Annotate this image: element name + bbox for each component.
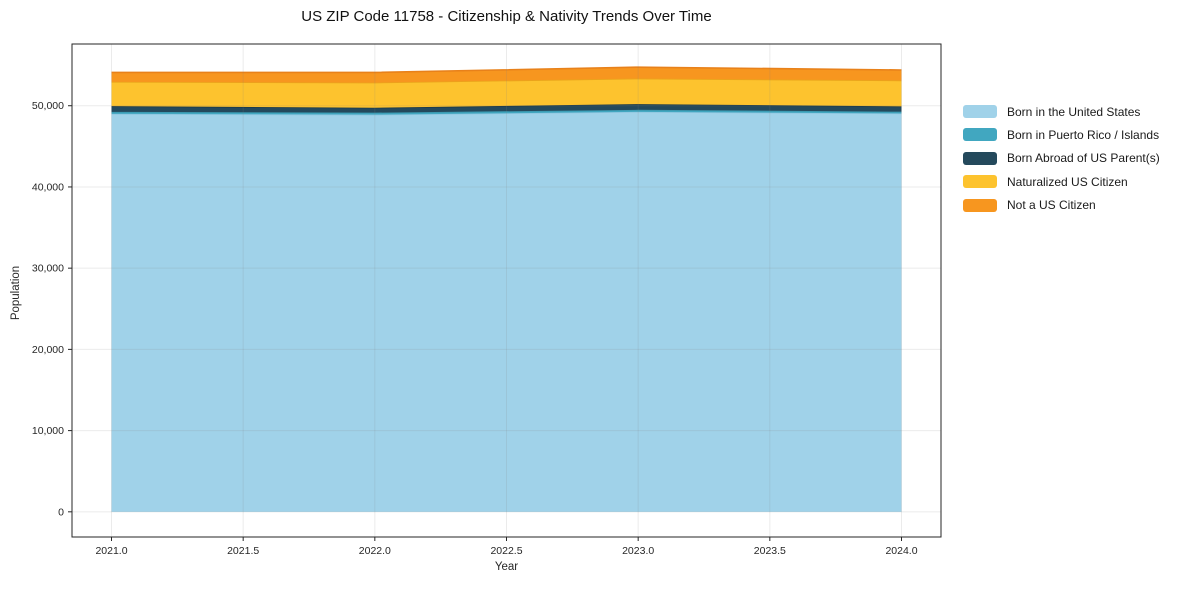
x-axis-label: Year — [494, 561, 519, 573]
svg-text:50,000: 50,000 — [32, 100, 64, 112]
svg-text:2022.0: 2022.0 — [359, 545, 391, 557]
svg-text:2022.5: 2022.5 — [490, 545, 522, 557]
legend-item: Born in Puerto Rico / Islands — [963, 127, 1160, 142]
svg-text:10,000: 10,000 — [32, 425, 64, 437]
svg-text:2021.5: 2021.5 — [227, 545, 259, 557]
legend-label: Born in Puerto Rico / Islands — [1007, 127, 1160, 142]
legend-swatch — [963, 151, 997, 165]
legend-label: Born in the United States — [1007, 104, 1141, 119]
svg-text:20,000: 20,000 — [32, 344, 64, 356]
legend-item: Naturalized US Citizen — [963, 174, 1160, 189]
legend: Born in the United States Born in Puerto … — [963, 105, 1160, 222]
svg-text:30,000: 30,000 — [32, 263, 64, 275]
svg-text:2024.0: 2024.0 — [885, 545, 917, 557]
svg-text:40,000: 40,000 — [32, 181, 64, 193]
legend-swatch — [963, 128, 997, 142]
legend-label: Born Abroad of US Parent(s) — [1007, 151, 1160, 166]
legend-item: Born Abroad of US Parent(s) — [963, 151, 1160, 166]
legend-label: Naturalized US Citizen — [1007, 174, 1128, 189]
legend-item: Born in the United States — [963, 104, 1160, 119]
svg-text:2023.0: 2023.0 — [622, 545, 654, 557]
svg-text:2021.0: 2021.0 — [95, 545, 127, 557]
chart-title: US ZIP Code 11758 - Citizenship & Nativi… — [301, 8, 712, 25]
legend-item: Not a US Citizen — [963, 198, 1160, 213]
y-axis-label: Population — [10, 265, 22, 321]
legend-swatch — [963, 198, 997, 212]
legend-swatch — [963, 175, 997, 189]
svg-text:2023.5: 2023.5 — [754, 545, 786, 557]
svg-text:0: 0 — [58, 506, 64, 518]
legend-label: Not a US Citizen — [1007, 198, 1096, 213]
legend-swatch — [963, 105, 997, 118]
